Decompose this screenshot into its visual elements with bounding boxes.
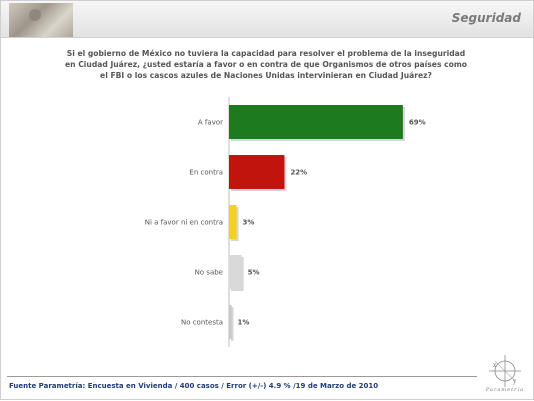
section-title: Seguridad [451, 11, 521, 25]
question-text: Si el gobierno de México no tuviera la c… [65, 49, 467, 80]
value-label: 5% [248, 269, 260, 277]
logo-text: Parametría [485, 387, 525, 393]
svg-text:y: y [512, 378, 517, 385]
footer-divider [7, 376, 477, 377]
category-label: En contra [189, 169, 223, 177]
bar-3 [229, 255, 242, 289]
value-label: 69% [409, 119, 426, 127]
bar-4 [229, 305, 232, 339]
bar-1 [229, 155, 285, 189]
value-label: 1% [238, 319, 250, 327]
parametria-logo: x y Parametría [481, 353, 529, 397]
header-band: Seguridad [1, 1, 533, 38]
category-label: No sabe [195, 269, 223, 277]
category-label: No contesta [181, 319, 223, 327]
bar-0 [229, 105, 403, 139]
logo-mark-icon: x y [489, 355, 521, 387]
value-label: 22% [290, 169, 307, 177]
footer-source: Fuente Parametría: Encuesta en Vivienda … [9, 382, 379, 390]
bar-shadow [231, 307, 234, 341]
category-label: Ni a favor ni en contra [145, 219, 223, 227]
svg-text:x: x [493, 362, 497, 369]
value-label: 3% [243, 219, 255, 227]
header-photo-image [9, 3, 73, 37]
bar-2 [229, 205, 237, 239]
category-label: A favor [198, 119, 223, 127]
